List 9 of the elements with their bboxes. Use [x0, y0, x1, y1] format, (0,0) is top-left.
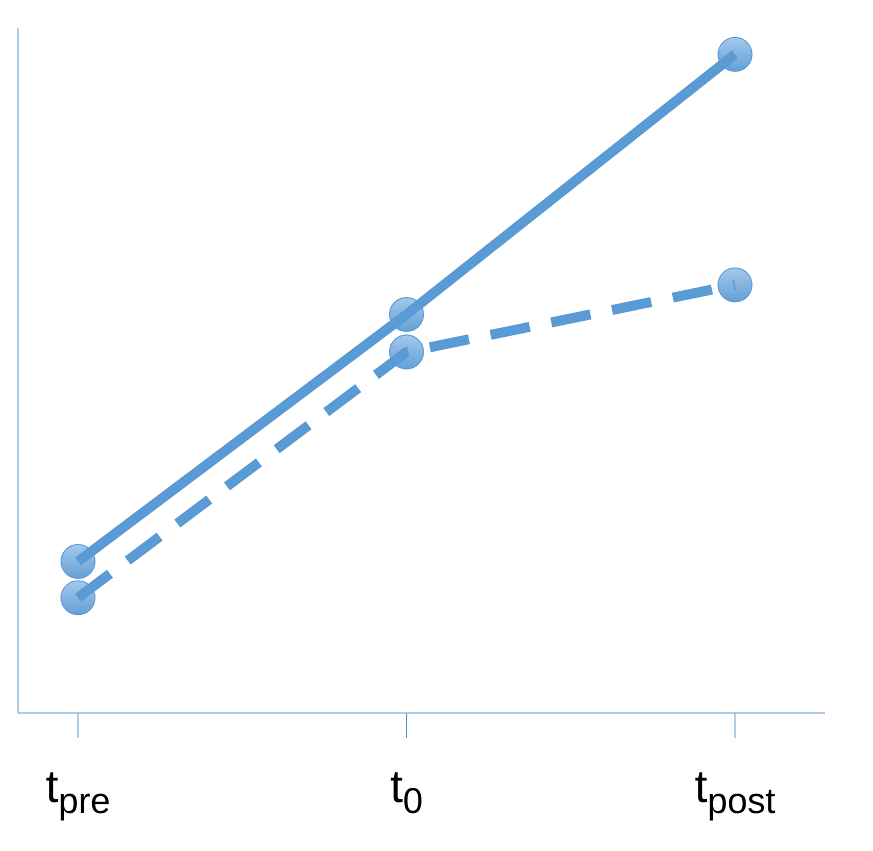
- point: [389, 334, 424, 370]
- x-tick-label: t$_{0}$: [390, 760, 423, 821]
- point: [389, 297, 424, 332]
- point: [718, 36, 752, 72]
- x-tick-label: t$_{post}$: [694, 760, 776, 821]
- point: [60, 580, 96, 616]
- point: [718, 267, 752, 302]
- x-tick-label: t$_{pre}$: [46, 760, 110, 821]
- point: [60, 544, 96, 580]
